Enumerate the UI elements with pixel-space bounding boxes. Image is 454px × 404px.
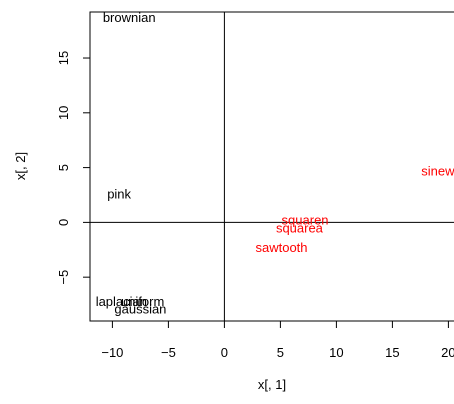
x-tick-label: 20 [441,345,454,360]
point-label-sinewave: sinewave [421,163,454,178]
y-tick-label: 15 [56,51,71,65]
y-tick-label: −5 [56,270,71,285]
x-axis-title: x[, 1] [258,377,286,392]
x-tick-label: −5 [161,345,176,360]
point-label-sawtooth: sawtooth [255,240,307,255]
point-label-pink: pink [107,186,131,201]
point-label-uniform: uniform [121,294,164,309]
x-tick-label: 15 [385,345,399,360]
y-tick-label: 10 [56,106,71,120]
x-tick-label: 5 [277,345,284,360]
x-tick-label: −10 [101,345,123,360]
point-label-squaren: squaren [282,213,329,228]
point-label-gaussian: gaussian [114,301,166,316]
point-label-laplacian: laplacian [96,294,147,309]
x-tick-label: 10 [329,345,343,360]
x-tick-label: 0 [221,345,228,360]
point-label-squarea: squarea [276,220,324,235]
y-axis-title: x[, 2] [13,152,28,180]
y-tick-label: 5 [56,164,71,171]
plot-frame [89,11,454,322]
y-tick-label: 0 [56,219,71,226]
point-label-brownian: brownian [103,10,156,25]
